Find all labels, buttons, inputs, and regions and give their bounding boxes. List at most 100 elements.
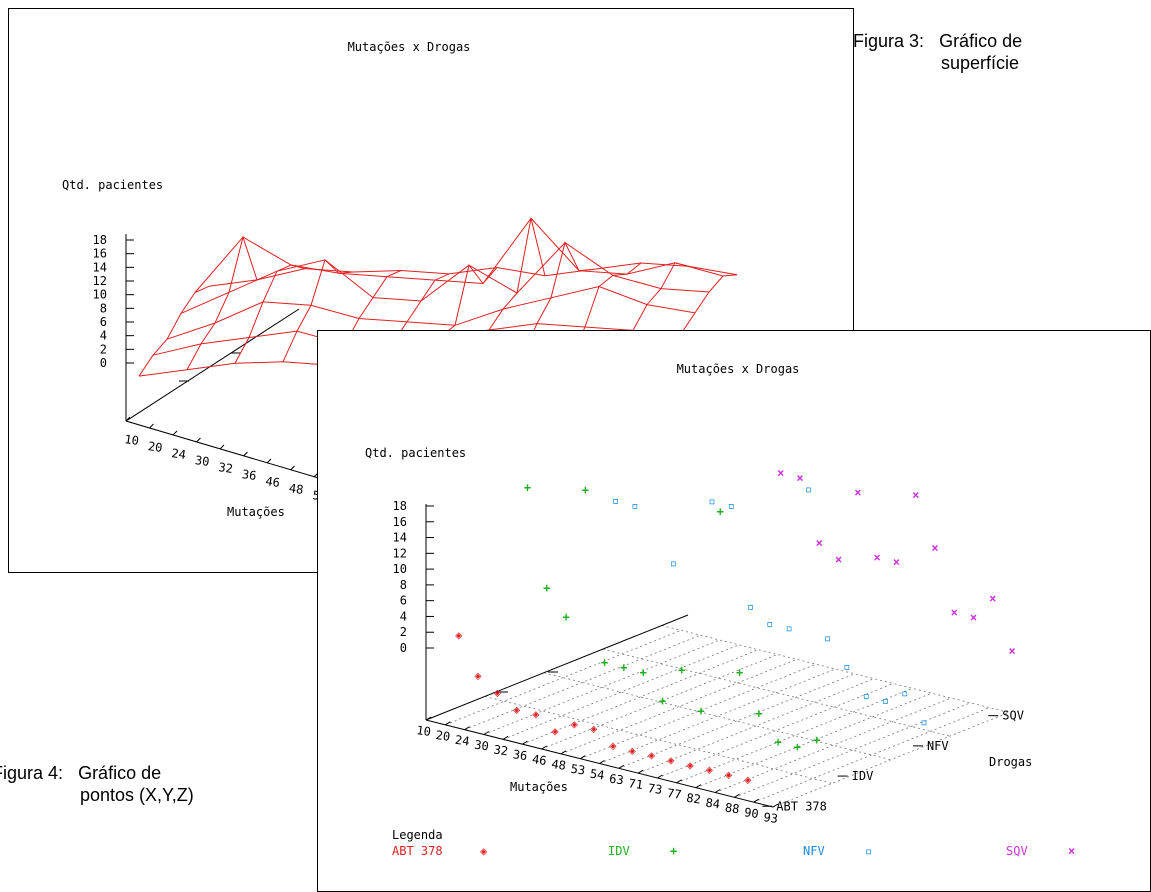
fig4-x-tick-label: 71 (628, 776, 644, 792)
fig3-x-tick (266, 458, 272, 464)
fig4-point-sqv: × (796, 471, 803, 485)
fig3-z-tick-label: 14 (93, 260, 107, 274)
fig3-x-tick-label: 24 (171, 446, 187, 462)
fig4-grid-line (560, 658, 797, 755)
fig4-x-tick-label: 77 (666, 786, 682, 802)
fig4-point-abt-378: ◈ (474, 669, 482, 683)
fig4-x-tick-label: 63 (608, 771, 624, 787)
fig3-z-tick-label: 8 (100, 301, 107, 315)
fig4-grid-line (580, 663, 817, 760)
fig4-point-nfv: ▫ (747, 599, 754, 613)
fig4-point-sqv: × (835, 553, 842, 567)
fig4-x-tick (714, 789, 721, 793)
scatter-chart-panel: Mutações x Drogas Qtd. pacientes 18 16 14 1… (317, 330, 1151, 892)
fig3-x-tick-label: 36 (241, 467, 257, 483)
fig4-point-nfv: ▫ (612, 494, 619, 508)
fig4-z-tick-label: 10 (393, 562, 407, 576)
fig4-grid-line (618, 673, 855, 769)
fig3-x-tick (290, 465, 295, 471)
fig4-grid-line (483, 639, 720, 735)
fig4-point-idv: + (736, 665, 743, 679)
fig4-point-sqv: × (931, 541, 938, 555)
fig4-x-tick-label: 10 (416, 723, 432, 739)
fig4-x-tick-label: 73 (647, 781, 663, 797)
fig4-point-nfv: ▫ (785, 621, 792, 635)
fig4-point-sqv: × (816, 536, 823, 550)
fig4-grid-line (753, 707, 990, 803)
fig4-point-nfv: ▫ (824, 631, 831, 645)
fig3-z-tick-label: 2 (100, 342, 107, 356)
fig3-z-tick-label: 10 (93, 288, 107, 302)
fig4-x-tick-label: 30 (473, 738, 489, 754)
fig4-point-idv: + (640, 665, 647, 679)
fig4-x-tick (560, 750, 567, 755)
fig4-x-tick (618, 764, 625, 769)
fig4-grid-line (599, 668, 836, 764)
fig4-point-abt-378: ◈ (686, 758, 694, 772)
fig3-title: Mutações x Drogas (348, 40, 471, 54)
fig4-x-tick-label: 32 (493, 742, 509, 758)
fig4-grid-line (734, 702, 971, 798)
fig4-xlabel: Mutações (510, 780, 568, 794)
fig4-point-idv: + (697, 704, 704, 718)
fig4-grid-line (676, 687, 913, 784)
fig4-x-tick-label: 53 (570, 762, 586, 778)
fig4-point-idv: + (620, 660, 627, 674)
legend-label-sqv: SQV (1006, 844, 1028, 858)
fig4-point-nfv: ▫ (805, 482, 812, 496)
fig4-grid-line (464, 634, 701, 731)
fig4-point-nfv: ▫ (728, 499, 735, 513)
fig4-x-tick-label: 20 (435, 728, 451, 744)
fig4-x-tick (579, 755, 586, 760)
fig3-x-tick-label: 48 (288, 481, 304, 497)
fig4-x-tick-label: 54 (589, 767, 605, 783)
fig4-point-idv: + (755, 706, 762, 720)
fig4-x-tick-label: 46 (531, 752, 547, 768)
fig3-mesh-col (234, 264, 306, 364)
fig4-x-tick (637, 769, 644, 774)
fig4-point-idv: + (524, 480, 531, 494)
fig4-data-points: ◈◈◈◈ ◈◈◈ ◈◈ ◈ ◈ ◈ ◈ ◈ ◈ ◈+++++ + ++++++++ ++▫ ▫▫▫ ▫▫▫ ▫… (455, 466, 1016, 786)
fig4-point-abt-378: ◈ (571, 717, 579, 731)
surface-chart-svg: Mutações x Drogas Qtd. pacientes 1816141… (62, 40, 738, 519)
fig4-grid-line (502, 644, 740, 740)
fig4-point-nfv: ▫ (670, 556, 677, 570)
fig3-caption: Figura 3: Gráfico de superfície (853, 30, 1022, 74)
fig3-xlabel: Mutações (227, 505, 285, 519)
fig4-point-nfv: ▫ (631, 498, 638, 512)
legend-label-idv: IDV (608, 844, 630, 858)
fig4-point-abt-378: ◈ (609, 739, 617, 753)
fig3-z-tick-label: 6 (100, 315, 107, 329)
fig4-point-abt-378: ◈ (552, 724, 560, 738)
fig3-caption-line2: superfície (941, 53, 1020, 73)
fig4-point-nfv: ▫ (766, 616, 773, 630)
fig4-x-tick (772, 803, 779, 808)
fig4-point-nfv: ▫ (863, 688, 870, 702)
fig4-point-idv: + (794, 740, 801, 754)
fig4-point-idv: + (678, 663, 685, 677)
fig4-point-abt-378: ◈ (667, 753, 675, 767)
fig4-point-abt-378: ◈ (590, 722, 598, 736)
fig4-point-idv: + (543, 581, 550, 595)
fig4-caption: Figura 4: Gráfico de pontos (X,Y,Z) (0, 762, 194, 806)
fig3-x-tick-label: 30 (194, 453, 210, 469)
fig3-caption-num: Figura 3: (853, 31, 925, 51)
fig3-x-tick-label: 20 (147, 439, 163, 455)
fig3-x-tick-label: 32 (218, 460, 234, 476)
legend-symbol-sqv: × (1068, 844, 1075, 858)
fig4-point-sqv: × (893, 555, 900, 569)
fig4-y-tick-label: ABT 378 (776, 799, 827, 813)
fig4-x-tick-label: 84 (705, 796, 721, 812)
fig4-grid-line (657, 683, 894, 779)
fig3-mesh-row (180, 241, 710, 314)
fig3-x-tick (172, 430, 178, 436)
fig3-z-tick-label: 12 (93, 274, 107, 288)
fig4-point-sqv: × (989, 591, 996, 605)
fig4-point-abt-378: ◈ (629, 743, 637, 757)
fig4-point-idv: + (601, 656, 608, 670)
fig4-point-abt-378: ◈ (706, 763, 714, 777)
fig3-mesh-row (194, 217, 724, 293)
fig4-x-tick (599, 760, 605, 764)
